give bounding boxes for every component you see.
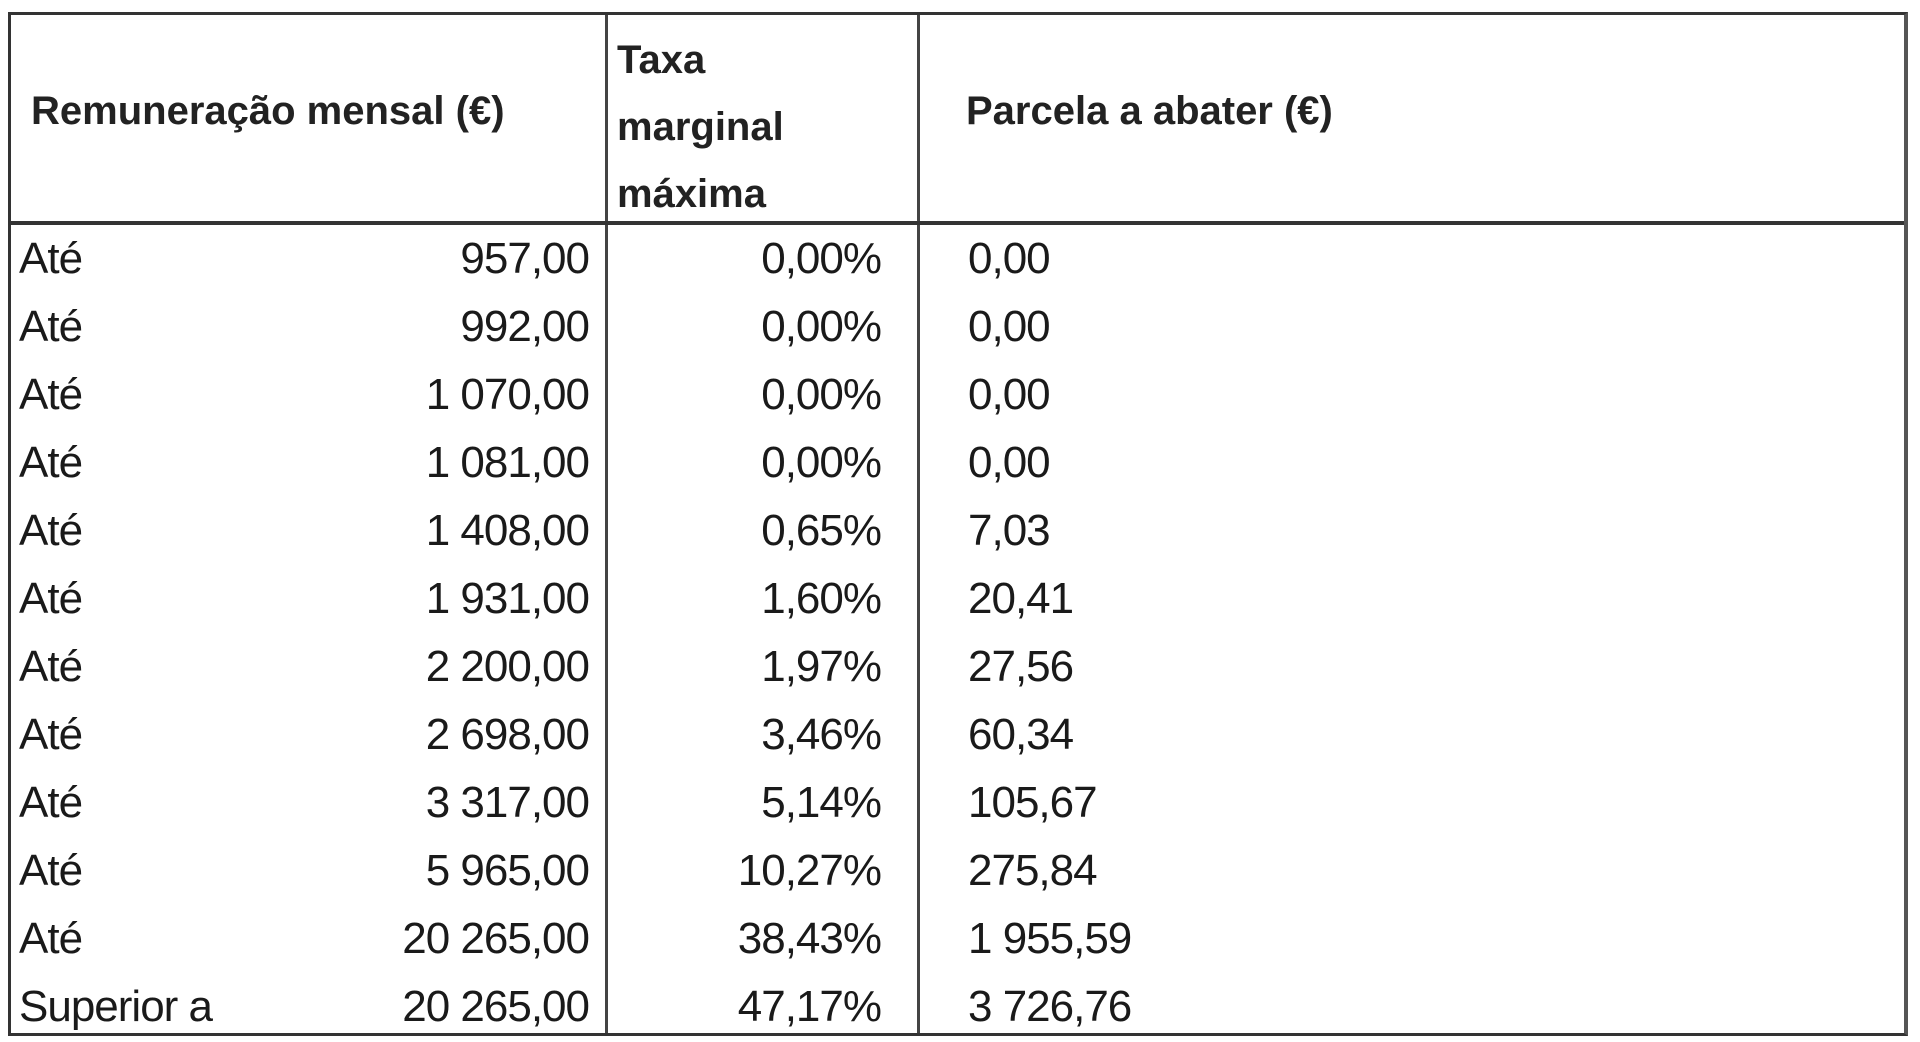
row-label: Até: [19, 710, 83, 759]
header-taxa-line: Taxa: [617, 38, 706, 82]
row-deduction: 60,34: [968, 710, 1074, 759]
row-label: Até: [19, 370, 83, 419]
row-label: Até: [19, 778, 83, 827]
row-rate: 38,43%: [737, 914, 882, 963]
row-label: Até: [19, 438, 83, 487]
header-remuneracao: Remuneração mensal (€): [31, 89, 505, 133]
table-row: Até 957,00 0,00% 0,00: [11, 225, 1904, 293]
row-deduction: 7,03: [968, 506, 1051, 555]
table-row: Até 20 265,00 38,43% 1 955,59: [11, 905, 1904, 973]
table-row: Até 3 317,00 5,14% 105,67: [11, 769, 1904, 837]
row-amount: 1 081,00: [425, 438, 590, 487]
table-row: Até 2 200,00 1,97% 27,56: [11, 633, 1904, 701]
row-rate: 47,17%: [737, 982, 882, 1031]
row-deduction: 1 955,59: [968, 914, 1132, 963]
row-amount: 957,00: [460, 234, 590, 283]
column-divider: [917, 15, 920, 1033]
row-amount: 5 965,00: [425, 846, 590, 895]
tax-table: Remuneração mensal (€) Taxa marginal máx…: [8, 12, 1908, 1036]
row-rate: 5,14%: [761, 778, 882, 827]
header-divider: [11, 221, 1904, 225]
table-row: Até 1 931,00 1,60% 20,41: [11, 565, 1904, 633]
row-rate: 1,60%: [761, 574, 882, 623]
row-rate: 0,00%: [761, 370, 882, 419]
row-label: Até: [19, 846, 83, 895]
row-deduction: 20,41: [968, 574, 1074, 623]
table-row: Até 5 965,00 10,27% 275,84: [11, 837, 1904, 905]
row-amount: 992,00: [460, 302, 590, 351]
row-rate: 0,00%: [761, 302, 882, 351]
row-amount: 1 408,00: [425, 506, 590, 555]
row-label: Até: [19, 302, 83, 351]
table-row: Até 2 698,00 3,46% 60,34: [11, 701, 1904, 769]
column-divider: [605, 15, 608, 1033]
table-row: Até 1 081,00 0,00% 0,00: [11, 429, 1904, 497]
row-label: Até: [19, 914, 83, 963]
row-rate: 3,46%: [761, 710, 882, 759]
row-amount: 2 200,00: [425, 642, 590, 691]
row-deduction: 27,56: [968, 642, 1074, 691]
row-label: Até: [19, 234, 83, 283]
row-amount: 2 698,00: [425, 710, 590, 759]
row-deduction: 0,00: [968, 370, 1051, 419]
row-deduction: 0,00: [968, 234, 1051, 283]
row-deduction: 0,00: [968, 302, 1051, 351]
row-amount: 1 931,00: [425, 574, 590, 623]
row-amount: 3 317,00: [425, 778, 590, 827]
header-parcela: Parcela a abater (€): [966, 89, 1333, 133]
header-taxa-line: máxima: [617, 172, 766, 216]
row-label: Até: [19, 506, 83, 555]
row-amount: 1 070,00: [425, 370, 590, 419]
row-deduction: 275,84: [968, 846, 1098, 895]
table-row: Superior a 20 265,00 47,17% 3 726,76: [11, 973, 1904, 1041]
table-row: Até 992,00 0,00% 0,00: [11, 293, 1904, 361]
table-row: Até 1 070,00 0,00% 0,00: [11, 361, 1904, 429]
row-amount: 20 265,00: [402, 914, 590, 963]
row-deduction: 105,67: [968, 778, 1098, 827]
row-label: Superior a: [19, 982, 213, 1031]
row-rate: 10,27%: [737, 846, 882, 895]
row-deduction: 0,00: [968, 438, 1051, 487]
row-rate: 0,65%: [761, 506, 882, 555]
table-row: Até 1 408,00 0,65% 7,03: [11, 497, 1904, 565]
row-deduction: 3 726,76: [968, 982, 1132, 1031]
row-rate: 0,00%: [761, 438, 882, 487]
row-label: Até: [19, 574, 83, 623]
row-rate: 1,97%: [761, 642, 882, 691]
row-label: Até: [19, 642, 83, 691]
row-rate: 0,00%: [761, 234, 882, 283]
header-taxa: Taxa marginal máxima: [617, 27, 784, 228]
row-amount: 20 265,00: [402, 982, 590, 1031]
header-taxa-line: marginal: [617, 105, 784, 149]
